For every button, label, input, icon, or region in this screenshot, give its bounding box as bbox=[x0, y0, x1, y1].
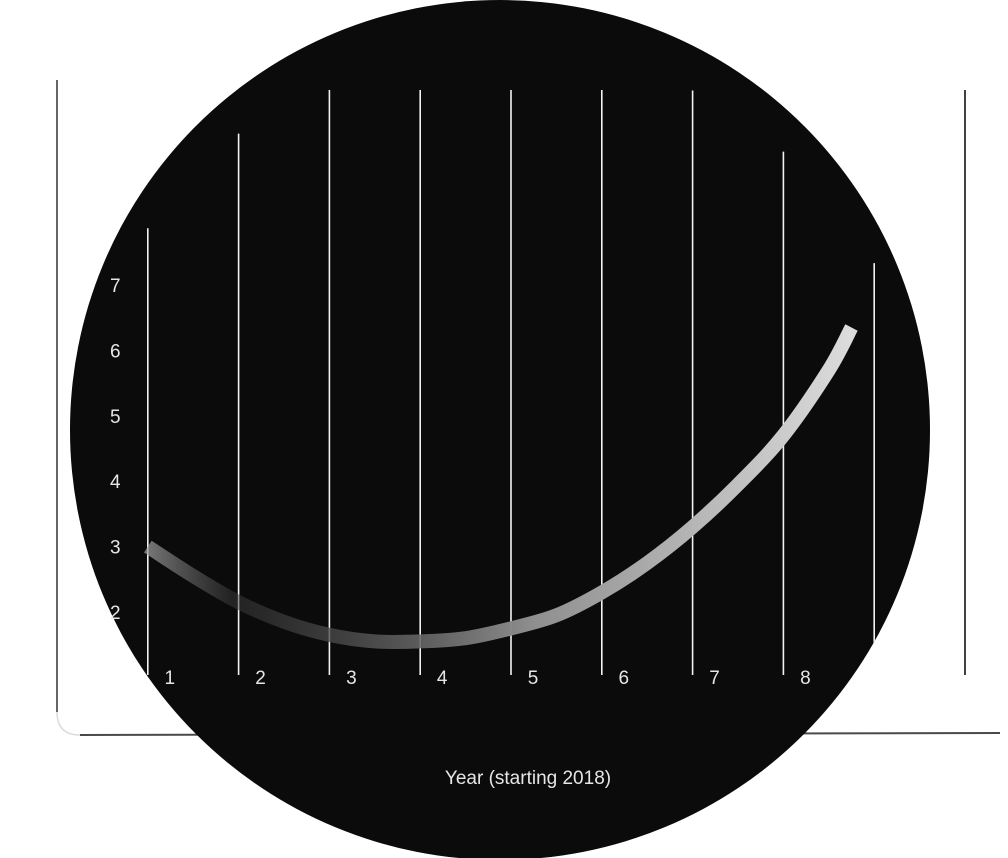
x-axis-title: Year (starting 2018) bbox=[445, 768, 611, 789]
y-tick-label-2: 2 bbox=[110, 603, 121, 624]
chart-disc bbox=[70, 0, 930, 858]
x-tick-label-5: 5 bbox=[528, 668, 539, 689]
x-tick-label-6: 6 bbox=[619, 668, 630, 689]
x-tick-label-8: 8 bbox=[800, 668, 811, 689]
frame-bottom-corner bbox=[56, 711, 81, 736]
y-tick-label-3: 3 bbox=[110, 538, 121, 559]
series-line bbox=[143, 324, 858, 650]
x-tick-layer: 1 2 3 4 5 6 7 8 bbox=[165, 668, 811, 689]
y-tick-label-4: 4 bbox=[110, 472, 121, 493]
y-tick-layer: 2 3 4 5 6 7 bbox=[110, 276, 121, 624]
y-tick-label-5: 5 bbox=[110, 407, 121, 428]
y-tick-label-6: 6 bbox=[110, 341, 121, 362]
x-tick-label-7: 7 bbox=[709, 668, 720, 689]
y-tick-label-7: 7 bbox=[110, 276, 121, 297]
x-tick-label-4: 4 bbox=[437, 668, 448, 689]
grid-layer-clipped bbox=[147, 90, 876, 675]
x-tick-label-1: 1 bbox=[165, 668, 176, 689]
x-tick-label-3: 3 bbox=[346, 668, 357, 689]
line-layer bbox=[143, 324, 858, 650]
x-tick-label-2: 2 bbox=[255, 668, 266, 689]
